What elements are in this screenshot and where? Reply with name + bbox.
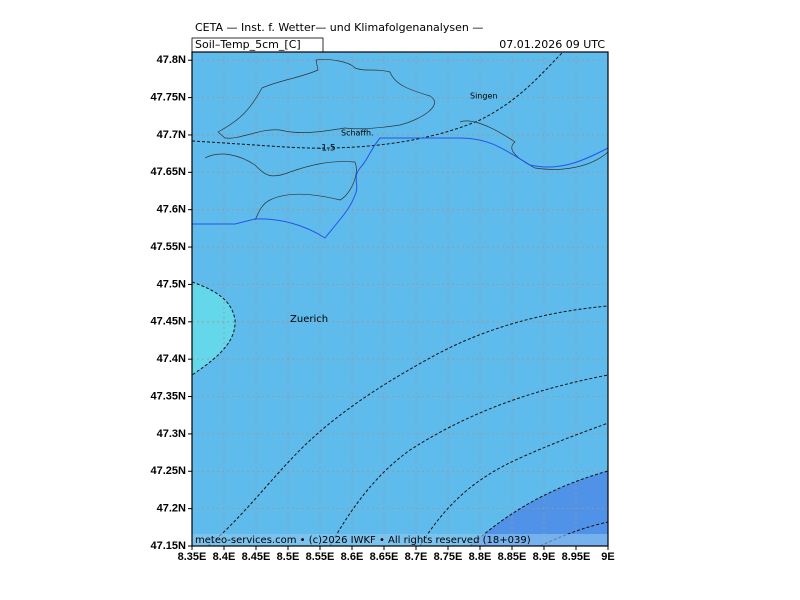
y-tick-label: 47.75N [151, 91, 187, 103]
map-area [192, 52, 608, 546]
contours [192, 52, 608, 546]
coastlines [204, 59, 608, 221]
x-tick-label: 8.6E [341, 551, 364, 563]
tick-labels: 8.35E 8.4E 8.45E 8.5E 8.55E 8.6E 8.65E 8.7E 8.75… [151, 54, 615, 563]
y-tick-label: 47.45N [151, 316, 187, 328]
y-tick-label: 47.35N [151, 390, 187, 402]
footer: meteo-services.com • (c)2026 IWKF • All … [195, 535, 531, 546]
contour-label: -1.5 [318, 144, 336, 154]
x-tick-label: 8.95E [562, 551, 591, 563]
grid [192, 52, 608, 546]
x-tick-label: 8.85E [498, 551, 527, 563]
shade-base [192, 52, 608, 546]
x-tick-label: 9E [601, 551, 614, 563]
plot-frame [191, 51, 609, 547]
y-tick-label: 47.8N [157, 54, 186, 66]
shade-warm [192, 282, 236, 375]
y-tick-label: 47.5N [157, 278, 186, 290]
x-tick-label: 8.45E [242, 551, 271, 563]
place-label: Schaffh. [341, 129, 374, 138]
y-tick-label: 47.25N [151, 465, 187, 477]
x-tick-label: 8.75E [434, 551, 463, 563]
y-tick-label: 47.65N [151, 166, 187, 178]
y-tick-label: 47.4N [157, 353, 186, 365]
x-tick-label: 8.9E [533, 551, 556, 563]
x-tick-label: 8.35E [178, 551, 207, 563]
y-tick-label: 47.7N [157, 129, 186, 141]
x-tick-label: 8.4E [213, 551, 236, 563]
border [192, 137, 608, 239]
valid-date: 07.01.2026 09 UTC [499, 38, 605, 51]
footer-band [192, 534, 608, 546]
x-tick-label: 8.7E [405, 551, 428, 563]
x-tick-label: 8.8E [469, 551, 492, 563]
y-tick-label: 47.2N [157, 503, 186, 515]
y-tick-label: 47.55N [151, 241, 187, 253]
field-name: Soil–Temp_5cm_[C] [195, 38, 301, 51]
x-tick-label: 8.65E [370, 551, 399, 563]
place-label: Singen [470, 92, 497, 101]
header-title: CETA — Inst. f. Wetter— und Klimafolgena… [195, 21, 483, 34]
x-tick-label: 8.5E [277, 551, 300, 563]
y-tick-label: 47.3N [157, 428, 186, 440]
y-tick-label: 47.6N [157, 204, 186, 216]
x-tick-label: 8.55E [306, 551, 335, 563]
y-tick-label: 47.15N [151, 540, 187, 552]
place-label: Zuerich [290, 314, 328, 325]
